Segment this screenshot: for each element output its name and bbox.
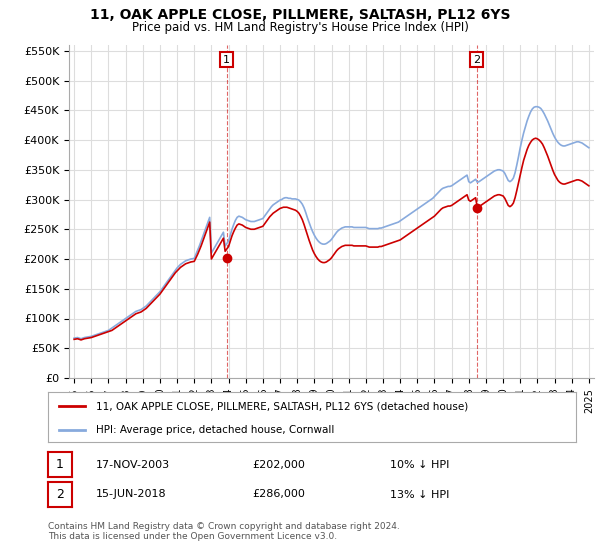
Text: 17-NOV-2003: 17-NOV-2003 [96, 460, 170, 470]
Text: 11, OAK APPLE CLOSE, PILLMERE, SALTASH, PL12 6YS: 11, OAK APPLE CLOSE, PILLMERE, SALTASH, … [90, 8, 510, 22]
Text: Contains HM Land Registry data © Crown copyright and database right 2024.
This d: Contains HM Land Registry data © Crown c… [48, 522, 400, 542]
Text: 1: 1 [223, 55, 230, 64]
Text: £202,000: £202,000 [252, 460, 305, 470]
Text: 11, OAK APPLE CLOSE, PILLMERE, SALTASH, PL12 6YS (detached house): 11, OAK APPLE CLOSE, PILLMERE, SALTASH, … [95, 401, 468, 411]
Text: 2: 2 [56, 488, 64, 501]
Text: £286,000: £286,000 [252, 489, 305, 500]
Text: 10% ↓ HPI: 10% ↓ HPI [390, 460, 449, 470]
Text: 15-JUN-2018: 15-JUN-2018 [96, 489, 167, 500]
Text: Price paid vs. HM Land Registry's House Price Index (HPI): Price paid vs. HM Land Registry's House … [131, 21, 469, 34]
Text: 1: 1 [56, 458, 64, 471]
Text: HPI: Average price, detached house, Cornwall: HPI: Average price, detached house, Corn… [95, 425, 334, 435]
Text: 2: 2 [473, 55, 480, 64]
Text: 13% ↓ HPI: 13% ↓ HPI [390, 489, 449, 500]
